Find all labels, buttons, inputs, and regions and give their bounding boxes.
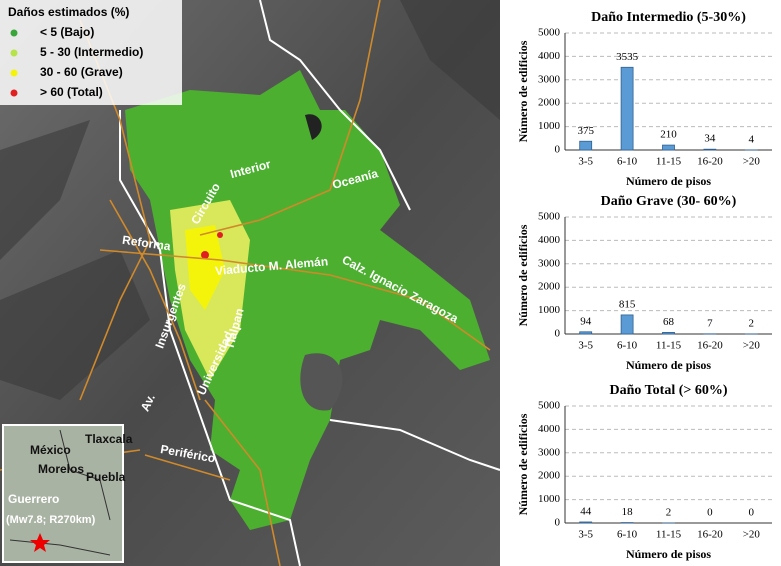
bar <box>579 331 593 335</box>
x-tick-label: 3-5 <box>578 529 593 541</box>
inset-label: Puebla <box>86 470 126 484</box>
bar <box>579 140 593 151</box>
x-tick-label: >20 <box>743 340 761 352</box>
y-tick-label: 0 <box>555 328 561 340</box>
x-axis-title: Número de pisos <box>626 174 711 188</box>
y-tick-label: 1000 <box>538 304 561 316</box>
y-tick-label: 4000 <box>538 423 561 435</box>
inset-map: México Tlaxcala Morelos Puebla Guerrero … <box>2 424 133 563</box>
value-label: 68 <box>663 316 675 328</box>
legend-title: Daños estimados (%) <box>8 5 129 19</box>
road <box>0 0 491 566</box>
bar <box>579 521 593 524</box>
y-tick-label: 5000 <box>538 27 561 39</box>
value-label: 44 <box>580 506 592 518</box>
x-tick-label: 16-20 <box>697 156 723 168</box>
inset-label: (Mw7.8; R270km) <box>6 514 96 526</box>
value-label: 7 <box>707 317 713 329</box>
lake <box>305 114 322 140</box>
x-tick-label: >20 <box>743 529 761 541</box>
legend-label: > 60 (Total) <box>40 85 103 99</box>
legend-label: 30 - 60 (Grave) <box>40 65 123 79</box>
value-label: 94 <box>580 315 592 327</box>
x-tick-label: 11-15 <box>656 156 682 168</box>
value-label: 210 <box>660 129 677 141</box>
y-axis-title: Número de edificios <box>516 40 530 142</box>
x-tick-label: 6-10 <box>617 156 638 168</box>
y-tick-label: 5000 <box>538 400 561 412</box>
legend: Daños estimados (%) < 5 (Bajo) 5 - 30 (In… <box>0 0 182 105</box>
road-label: Av. <box>138 392 158 414</box>
legend-marker <box>10 69 18 77</box>
chart-title: Daño Total (> 60%) <box>609 383 727 398</box>
bar <box>620 66 634 151</box>
inset-label: México <box>30 443 71 457</box>
chart-title: Daño Grave (30- 60%) <box>601 194 737 209</box>
damage-point <box>201 251 209 259</box>
x-tick-label: 16-20 <box>697 529 723 541</box>
x-tick-label: >20 <box>743 156 761 168</box>
bar <box>703 148 717 151</box>
hillshade <box>0 0 500 400</box>
value-label: 4 <box>749 133 755 145</box>
y-tick-label: 5000 <box>538 211 561 223</box>
y-tick-label: 0 <box>555 144 561 156</box>
hill <box>300 353 343 411</box>
x-tick-label: 3-5 <box>578 340 593 352</box>
x-tick-label: 11-15 <box>656 529 682 541</box>
x-tick-label: 16-20 <box>697 340 723 352</box>
road-label: Reforma <box>121 233 171 254</box>
y-tick-label: 2000 <box>538 470 561 482</box>
value-label: 18 <box>622 506 634 518</box>
bar <box>662 332 675 335</box>
legend-label: 5 - 30 (Intermedio) <box>40 45 143 59</box>
y-tick-label: 2000 <box>538 281 561 293</box>
damage-zone <box>185 225 225 310</box>
y-tick-label: 0 <box>555 517 561 529</box>
y-tick-label: 3000 <box>538 73 561 85</box>
value-label: 3535 <box>616 51 639 63</box>
y-tick-label: 1000 <box>538 493 561 505</box>
bar <box>620 314 634 335</box>
legend-marker <box>10 89 18 97</box>
inset-label: Tlaxcala <box>85 432 133 446</box>
value-label: 2 <box>666 506 672 518</box>
chart-title: Daño Intermedio (5-30%) <box>591 10 746 25</box>
y-tick-label: 1000 <box>538 120 561 132</box>
legend-box <box>0 0 182 105</box>
bar <box>662 144 675 151</box>
y-tick-label: 3000 <box>538 446 561 458</box>
value-label: 375 <box>577 125 594 137</box>
map: Daños estimados (%) < 5 (Bajo) 5 - 30 (In… <box>0 0 501 566</box>
value-label: 0 <box>707 507 713 519</box>
damage-point <box>217 232 223 238</box>
boundary <box>119 0 501 566</box>
inset-border <box>9 429 111 556</box>
x-axis-title: Número de pisos <box>626 358 711 372</box>
y-tick-label: 3000 <box>538 257 561 269</box>
x-axis-title: Número de pisos <box>626 547 711 561</box>
inset-label: Guerrero <box>8 492 59 506</box>
value-label: 2 <box>749 317 755 329</box>
y-axis-title: Número de edificios <box>516 224 530 326</box>
x-tick-label: 11-15 <box>656 340 682 352</box>
x-tick-label: 3-5 <box>578 156 593 168</box>
legend-marker <box>10 49 18 57</box>
value-label: 815 <box>619 298 636 310</box>
y-axis-title: Número de edificios <box>516 413 530 515</box>
legend-label: < 5 (Bajo) <box>40 25 94 39</box>
y-tick-label: 4000 <box>538 234 561 246</box>
x-tick-label: 6-10 <box>617 340 638 352</box>
value-label: 34 <box>704 133 716 145</box>
value-label: 0 <box>749 507 755 519</box>
inset-label: Morelos <box>38 462 84 476</box>
y-tick-label: 2000 <box>538 97 561 109</box>
epicenter <box>30 533 50 552</box>
x-tick-label: 6-10 <box>617 529 638 541</box>
y-tick-label: 4000 <box>538 50 561 62</box>
legend-marker <box>10 29 18 37</box>
